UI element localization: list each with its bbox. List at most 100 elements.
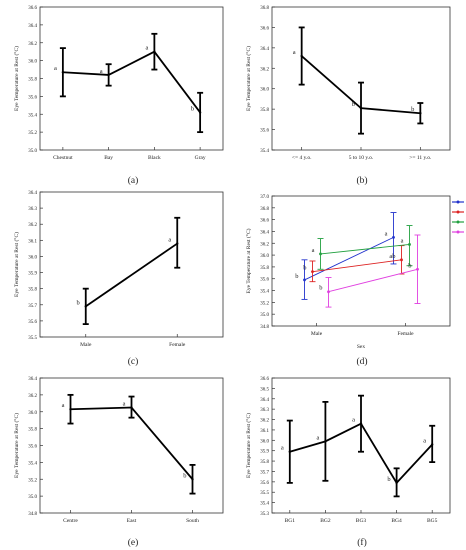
significance-letter: a [62, 402, 65, 409]
legend-marker [456, 200, 460, 204]
significance-letter: a [312, 247, 315, 254]
panel-label: (a) [128, 175, 139, 186]
y-tick-label: 35.8 [260, 460, 269, 465]
data-point [300, 54, 303, 58]
significance-letter: a [352, 417, 355, 424]
y-tick-label: 35.2 [260, 301, 269, 306]
data-point [392, 235, 395, 239]
y-tick-label: 35.7 [260, 470, 269, 475]
y-tick-label: 36.0 [28, 255, 37, 260]
significance-letter: b [352, 101, 355, 108]
y-tick-label: 35.6 [28, 95, 37, 100]
y-tick-label: 35.5 [260, 491, 269, 496]
y-tick-label: 36.6 [260, 26, 269, 31]
y-tick-label: 36.1 [260, 429, 269, 434]
y-axis-title: Eye Temperature at Rest (°C) [245, 413, 252, 478]
significance-letter: b [295, 273, 298, 280]
y-tick-label: 35.0 [28, 149, 37, 154]
significance-letter: a [281, 445, 284, 452]
series-line [320, 244, 410, 255]
series-line [85, 242, 178, 308]
y-tick-label: 36.4 [28, 191, 37, 196]
y-tick-label: 36.2 [28, 394, 37, 399]
data-point [400, 258, 403, 262]
x-tick-label: Black [148, 155, 161, 161]
y-tick-label: 34.8 [260, 325, 269, 330]
y-tick-label: 35.4 [28, 113, 37, 118]
y-tick-label: 35.2 [28, 478, 37, 483]
x-tick-label: Female [169, 342, 186, 348]
chart-panel-3: 35.5 35.6 35.7 35.8 35.9 36.0 36.1 36.2 36.3 36.4… [13, 191, 224, 367]
y-tick-label: 36.8 [260, 6, 269, 11]
significance-letter: a [423, 437, 426, 444]
panel-label: (e) [128, 537, 139, 548]
y-tick-label: 36.1 [28, 239, 37, 244]
y-tick-label: 36.2 [28, 42, 37, 47]
y-tick-label: 36.2 [28, 223, 37, 228]
chart-panel-4: 34.8 35.0 35.2 35.4 35.6 35.8 36.0 36.2 36.4 36.6… [245, 195, 464, 367]
y-tick-label: 35.7 [28, 304, 37, 309]
y-tick-label: 35.3 [260, 512, 269, 517]
data-point [324, 440, 327, 443]
data-point [416, 267, 419, 271]
y-tick-label: 36.5 [260, 387, 269, 392]
series-line [328, 268, 418, 293]
y-tick-label: 36.2 [260, 419, 269, 424]
data-point [419, 112, 422, 115]
data-point [107, 73, 110, 77]
y-tick-label: 37.0 [260, 195, 269, 200]
y-axis-title: Eye Temperature at Rest (°C) [245, 228, 252, 293]
x-tick-label: Chestnut [53, 155, 73, 161]
legend-marker [456, 210, 460, 214]
data-point [319, 252, 322, 256]
panel-label: (c) [128, 356, 139, 367]
data-point [431, 443, 434, 446]
y-tick-label: 35.8 [260, 108, 269, 113]
data-point [311, 270, 314, 274]
data-point [288, 450, 291, 453]
x-tick-label: South [186, 518, 199, 524]
significance-letter: b [183, 472, 186, 479]
y-tick-label: 36.0 [28, 60, 37, 65]
y-tick-label: 36.4 [28, 24, 37, 29]
significance-letter: a [317, 434, 320, 441]
y-tick-label: 36.4 [260, 398, 269, 403]
y-tick-label: 35.6 [260, 129, 269, 134]
significance-letter: a [100, 68, 103, 75]
legend-marker [456, 230, 460, 234]
significance-letter: b [319, 285, 322, 292]
series-line [304, 236, 394, 281]
y-axis-title: Eye Temperature at Rest (°C) [13, 232, 20, 297]
y-tick-label: 35.8 [260, 266, 269, 271]
data-point [395, 481, 398, 485]
y-axis-title: Eye Temperature at Rest (°C) [13, 46, 20, 111]
plot-frame [39, 191, 224, 338]
y-tick-label: 36.4 [260, 47, 269, 52]
x-tick-label: Female [397, 331, 414, 337]
x-tick-label: Centre [63, 518, 78, 524]
data-point [408, 243, 411, 246]
y-tick-label: 36.3 [28, 207, 37, 212]
y-axis-title: Eye Temperature at Rest (°C) [245, 46, 252, 111]
significance-letter: a [293, 49, 296, 56]
y-tick-label: 36.0 [260, 88, 269, 93]
series-line [312, 259, 402, 273]
y-tick-label: 36.4 [260, 230, 269, 235]
x-tick-label: BG2 [320, 518, 331, 524]
data-point [198, 111, 202, 114]
significance-letter: a [145, 45, 148, 52]
data-point [359, 106, 363, 110]
significance-letter: b [303, 265, 306, 272]
data-point [61, 71, 65, 74]
chart-panel-5: 34.8 35.0 35.2 35.4 35.6 35.8 36.0 36.2 36.4 Cent… [13, 377, 224, 548]
significance-letter: a [385, 230, 388, 237]
y-tick-label: 35.8 [28, 78, 37, 83]
x-tick-label: Male [80, 342, 92, 348]
chart-panel-1: 35.0 35.2 35.4 35.6 35.8 36.0 36.2 36.4 36.6 Ches… [13, 6, 224, 186]
y-tick-label: 36.6 [260, 377, 269, 382]
panel-label: (f) [357, 537, 367, 548]
y-tick-label: 36.0 [260, 439, 269, 444]
data-point [191, 478, 194, 481]
y-tick-label: 36.0 [28, 411, 37, 416]
